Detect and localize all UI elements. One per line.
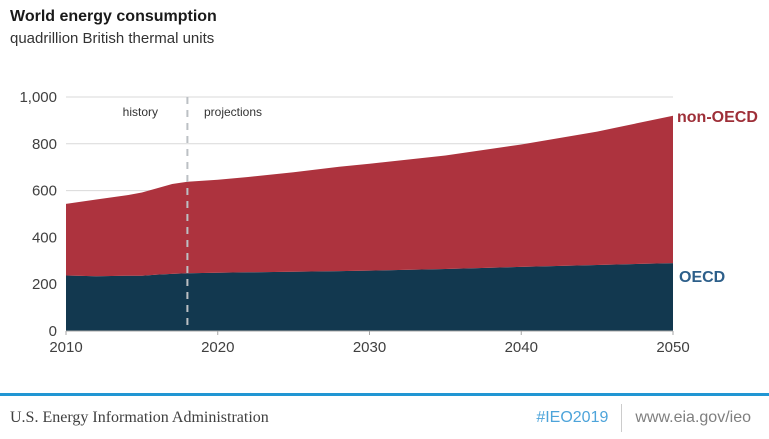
area-oecd bbox=[66, 263, 673, 331]
page-title: World energy consumption bbox=[10, 8, 217, 25]
x-tick-label: 2050 bbox=[656, 339, 689, 356]
stacked-area-chart: 0 200 400 600 800 1,000 2010 2020 2030 2040 2050 bbox=[19, 89, 689, 356]
footer: U.S. Energy Information Administration #… bbox=[0, 400, 769, 436]
y-tick-label: 200 bbox=[32, 276, 57, 293]
footer-right-group: #IEO2019 www.eia.gov/ieo bbox=[536, 404, 751, 432]
x-tick-label: 2020 bbox=[201, 339, 234, 356]
y-tick-label: 0 bbox=[49, 323, 57, 340]
non-oecd-series-label: non-OECD bbox=[677, 109, 758, 126]
page-subtitle: quadrillion British thermal units bbox=[10, 30, 215, 47]
area-non-oecd bbox=[66, 115, 673, 277]
x-tick-label: 2030 bbox=[353, 339, 386, 356]
y-tick-label: 400 bbox=[32, 229, 57, 246]
y-tick-label: 600 bbox=[32, 183, 57, 200]
projections-annotation: projections bbox=[204, 105, 263, 119]
ieo2019-hashtag-link[interactable]: #IEO2019 bbox=[536, 409, 609, 426]
footer-accent-bar bbox=[0, 393, 769, 396]
y-tick-label: 1,000 bbox=[19, 89, 57, 106]
eia-org-name: U.S. Energy Information Administration bbox=[10, 409, 269, 426]
x-tick-label: 2010 bbox=[49, 339, 82, 356]
oecd-series-label: OECD bbox=[679, 269, 726, 286]
eia-url: www.eia.gov/ieo bbox=[635, 409, 751, 426]
y-tick-label: 800 bbox=[32, 136, 57, 153]
history-annotation: history bbox=[122, 105, 158, 119]
x-tick-label: 2040 bbox=[505, 339, 538, 356]
footer-divider bbox=[621, 404, 623, 432]
